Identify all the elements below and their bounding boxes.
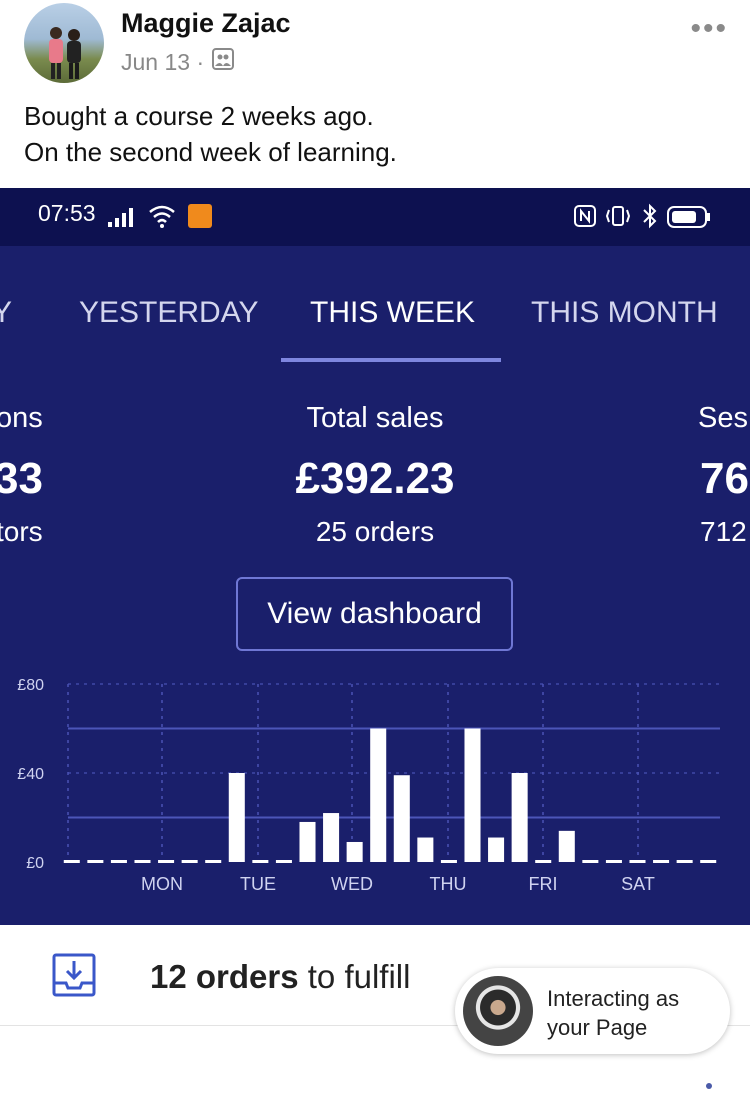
- bar: [370, 729, 386, 863]
- x-tick-label: TUE: [240, 874, 276, 894]
- interacting-line1: Interacting as: [547, 984, 679, 1013]
- bar: [677, 860, 693, 863]
- sessions-label: Ses: [698, 402, 748, 435]
- x-tick-label: SAT: [621, 874, 655, 894]
- wifi-icon: [148, 203, 176, 229]
- bar: [582, 860, 598, 863]
- author-avatar[interactable]: [24, 3, 104, 83]
- bar: [299, 822, 315, 862]
- bar: [252, 860, 268, 863]
- y-tick-label: £0: [26, 855, 44, 872]
- bar: [394, 775, 410, 862]
- status-time: 07:53: [38, 200, 96, 227]
- tab-this-week[interactable]: THIS WEEK: [310, 296, 475, 330]
- bar: [229, 773, 245, 862]
- bar: [182, 860, 198, 863]
- bar: [134, 860, 150, 863]
- tab-today[interactable]: Y: [0, 296, 12, 330]
- tab-this-month[interactable]: THIS MONTH: [531, 296, 718, 330]
- tab-yesterday[interactable]: YESTERDAY: [79, 296, 259, 330]
- active-tab-indicator: [281, 358, 501, 362]
- orders-to-fulfill[interactable]: 12 orders to fulfill: [150, 958, 410, 996]
- bar: [559, 831, 575, 862]
- bar: [535, 860, 551, 863]
- interacting-as-page-chip[interactable]: Interacting as your Page: [455, 968, 730, 1054]
- bar: [464, 729, 480, 863]
- bar: [87, 860, 103, 863]
- sales-chart: £80 £40 £0 MON TUE WED THU FRI SAT: [0, 668, 750, 908]
- post-date[interactable]: Jun 13 ·: [121, 49, 204, 76]
- bar: [700, 860, 716, 863]
- bar: [323, 813, 339, 862]
- orders-count: 12 orders: [150, 958, 299, 995]
- total-sales-label: Total sales: [0, 402, 750, 435]
- total-sales-value: £392.23: [0, 454, 750, 504]
- more-options-icon[interactable]: •••: [690, 12, 728, 46]
- view-dashboard-button[interactable]: View dashboard: [236, 577, 513, 651]
- post-line: Bought a course 2 weeks ago.: [24, 98, 397, 134]
- bluetooth-icon: [641, 202, 659, 230]
- status-bar: 07:53: [0, 188, 750, 246]
- signal-icon: [108, 206, 138, 228]
- post-line: On the second week of learning.: [24, 134, 397, 170]
- bar: [606, 860, 622, 863]
- y-tick-label: £40: [17, 766, 44, 783]
- bar: [653, 860, 669, 863]
- x-tick-label: THU: [430, 874, 467, 894]
- post-text: Bought a course 2 weeks ago. On the seco…: [24, 98, 397, 170]
- page-indicator-dot: [706, 1083, 712, 1089]
- battery-icon: [667, 206, 711, 228]
- post-meta: Jun 13 ·: [121, 48, 234, 76]
- sessions-value: 76: [700, 454, 749, 504]
- page-avatar: [463, 976, 533, 1046]
- bar: [64, 860, 80, 863]
- vibrate-icon: [603, 204, 633, 228]
- bar: [488, 838, 504, 862]
- nfc-icon: [573, 204, 597, 228]
- bar: [629, 860, 645, 863]
- bar: [158, 860, 174, 863]
- x-tick-label: FRI: [529, 874, 558, 894]
- bar: [512, 773, 528, 862]
- bar: [417, 838, 433, 862]
- interacting-text: Interacting as your Page: [547, 984, 679, 1042]
- notification-icon: [188, 204, 212, 228]
- bar: [441, 860, 457, 863]
- shared-screenshot: 07:53 Y YESTERDAY THIS WEEK THIS MONTH o…: [0, 188, 750, 925]
- fulfill-suffix: to fulfill: [299, 958, 411, 995]
- x-tick-label: WED: [331, 874, 373, 894]
- bar: [347, 842, 363, 862]
- x-tick-label: MON: [141, 874, 183, 894]
- total-orders-count: 25 orders: [0, 516, 750, 548]
- author-name[interactable]: Maggie Zajac: [121, 8, 291, 39]
- bar: [276, 860, 292, 863]
- inbox-download-icon: [52, 953, 96, 1002]
- sessions-sub: 712: [700, 516, 747, 548]
- bar: [111, 860, 127, 863]
- y-tick-label: £80: [17, 677, 44, 694]
- interacting-line2: your Page: [547, 1013, 679, 1042]
- audience-icon[interactable]: [212, 48, 234, 76]
- post-header: Maggie Zajac Jun 13 · •••: [0, 0, 750, 95]
- bar: [205, 860, 221, 863]
